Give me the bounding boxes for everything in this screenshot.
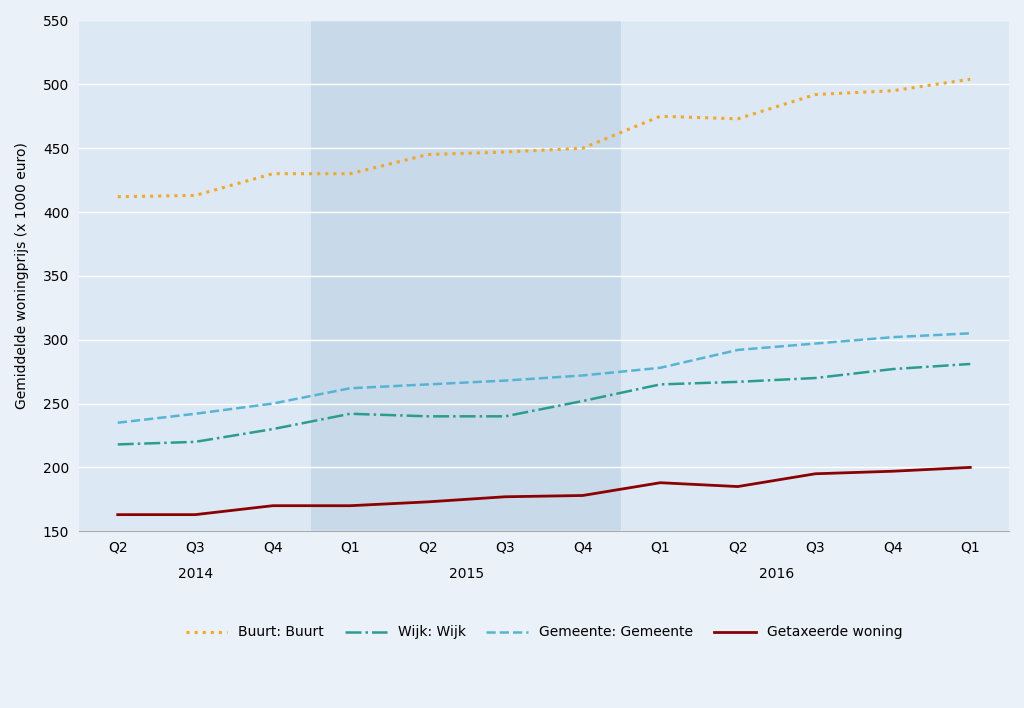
- Text: 2014: 2014: [178, 567, 213, 581]
- Bar: [622, 21, 1009, 531]
- Bar: [79, 21, 311, 531]
- Bar: [311, 21, 622, 531]
- Legend: Buurt: Buurt, Wijk: Wijk, Gemeente: Gemeente, Getaxeerde woning: Buurt: Buurt, Wijk: Wijk, Gemeente: Geme…: [180, 620, 908, 645]
- Text: 2015: 2015: [449, 567, 484, 581]
- Text: 2016: 2016: [759, 567, 795, 581]
- Y-axis label: Gemiddelde woningprijs (x 1000 euro): Gemiddelde woningprijs (x 1000 euro): [15, 142, 29, 409]
